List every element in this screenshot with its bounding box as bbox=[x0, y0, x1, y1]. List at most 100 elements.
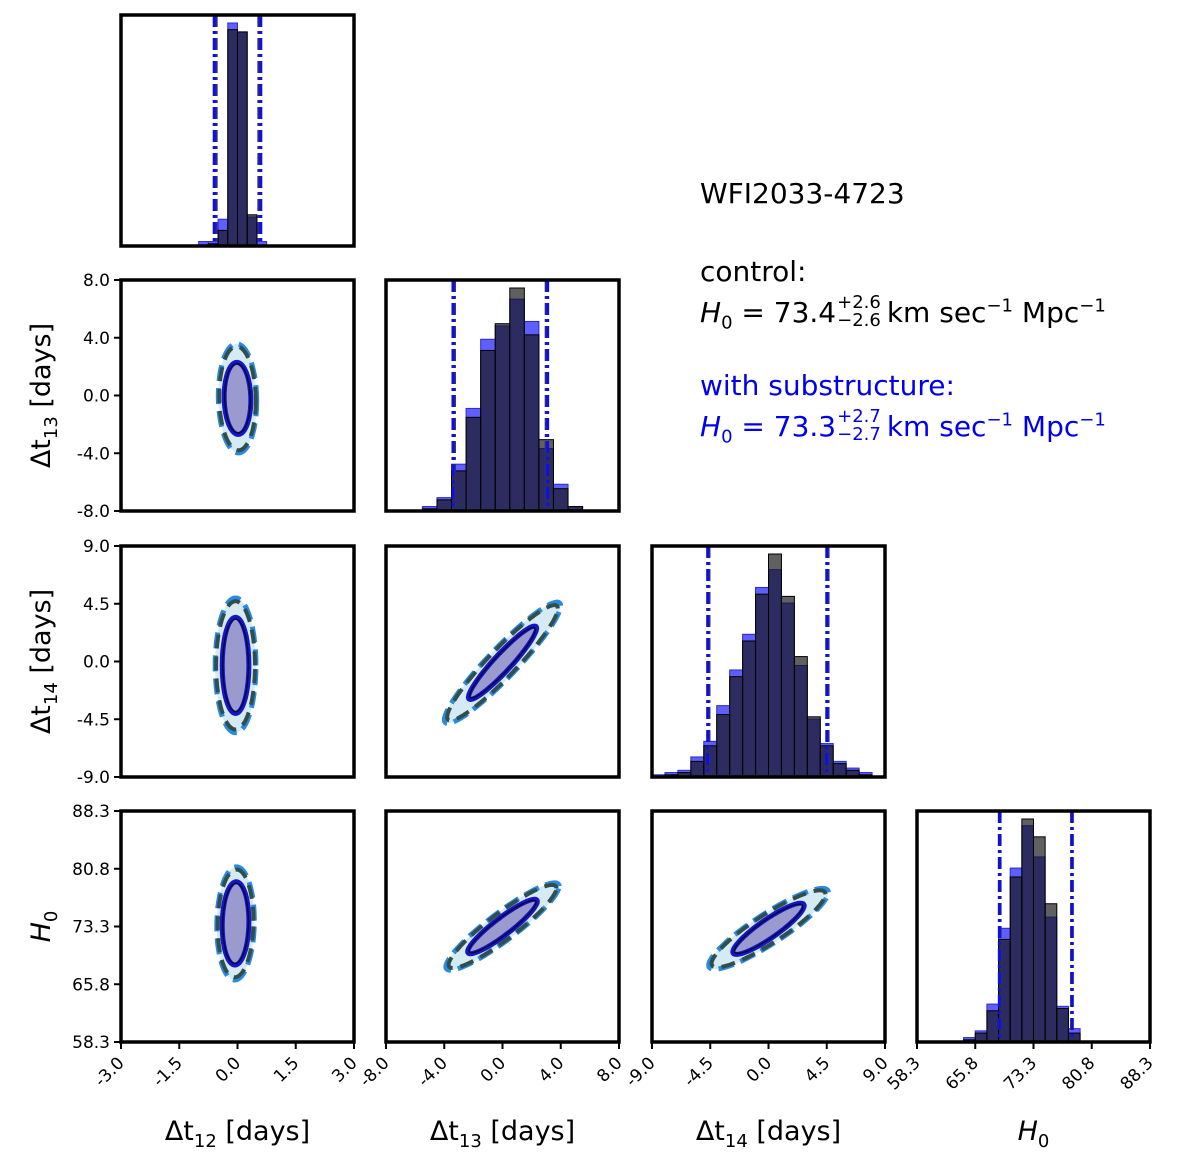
x-tick-label: 80.8 bbox=[1058, 1053, 1099, 1094]
axis-label-unit: [days] bbox=[748, 1116, 841, 1147]
contour-95-control bbox=[215, 867, 256, 980]
axis-label-symbol: Δt bbox=[696, 1116, 725, 1147]
axis-label-symbol: H bbox=[1018, 1116, 1038, 1147]
y-tick-label: -9.0 bbox=[77, 768, 110, 788]
y-tick-label: -4.5 bbox=[77, 710, 110, 730]
y-tick-label: 4.0 bbox=[83, 329, 110, 349]
contour-68-control bbox=[221, 618, 250, 713]
contour-95-control bbox=[217, 344, 258, 453]
axis-label-y-dt14: Δt14 [days] bbox=[26, 589, 62, 734]
x-tick-label: -1.5 bbox=[149, 1053, 187, 1091]
axis-label-subscript: 12 bbox=[194, 1131, 217, 1152]
control-h0-estimate: H0 = 73.4 +2.6 −2.6 km sec−1 Mpc−1 bbox=[700, 292, 1106, 334]
contour-68-control bbox=[733, 903, 804, 955]
hist-bar-control bbox=[690, 760, 705, 778]
axis-label-x-dt14: Δt14 [days] bbox=[696, 1116, 841, 1152]
x-tick-label: -4.5 bbox=[680, 1053, 718, 1091]
y-tick-label: 0.0 bbox=[83, 653, 110, 673]
panel-frame-2-1 bbox=[384, 544, 621, 779]
x-tick-label: 0.0 bbox=[477, 1053, 510, 1086]
hist-bar-control bbox=[552, 488, 569, 512]
x-tick-label: 0.0 bbox=[743, 1053, 776, 1086]
axis-label-subscript: 0 bbox=[1038, 1131, 1049, 1152]
axis-label-symbol: Δt bbox=[26, 705, 57, 734]
x-tick-label: 65.8 bbox=[942, 1053, 983, 1094]
x-tick-label: 4.5 bbox=[801, 1053, 834, 1086]
x-tick-label: 58.3 bbox=[884, 1053, 925, 1094]
control-label: control: bbox=[700, 255, 807, 288]
y-tick-label: 80.8 bbox=[72, 860, 110, 880]
hist-bar-control bbox=[246, 214, 258, 247]
panel-frame-1-1 bbox=[384, 278, 621, 513]
hist-bar-control bbox=[793, 656, 808, 778]
panel-frame-3-2 bbox=[650, 809, 887, 1049]
axis-label-unit: [days] bbox=[26, 323, 57, 416]
x-tick-label: -9.0 bbox=[622, 1053, 660, 1091]
axis-label-subscript: 0 bbox=[41, 911, 62, 922]
axis-label-unit: [days] bbox=[26, 589, 57, 682]
contour-dt14-H0 bbox=[706, 885, 831, 972]
hist-bar-control bbox=[1056, 1008, 1069, 1043]
panel-frame-0-0 bbox=[119, 13, 356, 248]
contour-95-control bbox=[214, 599, 258, 732]
y-tick-label: 58.3 bbox=[72, 1033, 110, 1053]
hist-bar-control bbox=[509, 287, 525, 512]
panel-frame-3-1 bbox=[384, 809, 621, 1049]
axis-label-symbol: Δt bbox=[165, 1116, 194, 1147]
contour-95-control bbox=[446, 882, 559, 971]
axis-label-subscript: 14 bbox=[41, 682, 62, 705]
y-tick-label: 4.5 bbox=[83, 595, 110, 615]
y-tick-label: 65.8 bbox=[72, 975, 110, 995]
panel-frame-1-0 bbox=[114, 278, 356, 513]
axis-label-subscript: 14 bbox=[725, 1131, 748, 1152]
y-tick-label: 0.0 bbox=[83, 387, 110, 407]
x-tick-label: -4.0 bbox=[414, 1053, 452, 1091]
hist-bar-control bbox=[1021, 818, 1034, 1043]
x-tick-label: 3.0 bbox=[328, 1053, 361, 1086]
contour-68-control bbox=[468, 626, 537, 699]
contour-68-substructure bbox=[465, 623, 540, 703]
histogram-dt14 bbox=[651, 546, 873, 778]
axis-label-symbol: Δt bbox=[430, 1116, 459, 1147]
axis-label-subscript: 13 bbox=[459, 1131, 482, 1152]
panel-frame-2-0 bbox=[114, 544, 356, 779]
axis-label-y-H0: H0 bbox=[26, 911, 62, 943]
hist-bar-control bbox=[832, 763, 847, 778]
hist-bar-control bbox=[986, 1010, 1000, 1043]
contour-68-control bbox=[221, 882, 250, 965]
x-tick-label: 0.0 bbox=[212, 1053, 245, 1086]
x-tick-label: 8.0 bbox=[593, 1053, 626, 1086]
hist-bar-control bbox=[1009, 876, 1023, 1043]
y-tick-label: -8.0 bbox=[77, 502, 110, 522]
hist-bar-control bbox=[716, 714, 731, 778]
x-tick-label: 88.3 bbox=[1117, 1053, 1158, 1094]
axis-label-unit: [days] bbox=[482, 1116, 575, 1147]
y-tick-label: -4.0 bbox=[77, 444, 110, 464]
hist-bar-control bbox=[227, 29, 239, 247]
substructure-label: with substructure: bbox=[700, 369, 955, 402]
axis-label-symbol: H bbox=[26, 922, 57, 942]
system-name: WFI2033-4723 bbox=[700, 177, 905, 210]
x-tick-label: 73.3 bbox=[1000, 1053, 1041, 1094]
x-tick-label: 1.5 bbox=[270, 1053, 303, 1086]
panel-frame-2-2 bbox=[650, 544, 887, 779]
histogram-H0 bbox=[963, 811, 1081, 1043]
hist-bar-control bbox=[755, 593, 769, 778]
hist-bar-control bbox=[768, 553, 782, 778]
x-tick-label: -3.0 bbox=[91, 1053, 129, 1091]
hist-bar-control bbox=[729, 676, 744, 778]
contour-dt13-H0 bbox=[443, 880, 562, 973]
contour-dt12-dt13 bbox=[215, 341, 260, 456]
contour-95-control bbox=[709, 888, 828, 970]
histogram-dt13 bbox=[421, 280, 584, 512]
hist-bar-control bbox=[780, 595, 795, 778]
x-tick-label: -8.0 bbox=[356, 1053, 394, 1091]
axis-label-x-dt12: Δt12 [days] bbox=[165, 1116, 310, 1152]
hist-bar-control bbox=[217, 229, 229, 247]
hist-bar-control bbox=[237, 31, 248, 247]
contour-dt13-dt14 bbox=[441, 599, 564, 726]
histogram-dt12 bbox=[198, 15, 268, 247]
axis-label-y-dt13: Δt13 [days] bbox=[26, 323, 62, 468]
hist-bar-control bbox=[523, 334, 540, 512]
